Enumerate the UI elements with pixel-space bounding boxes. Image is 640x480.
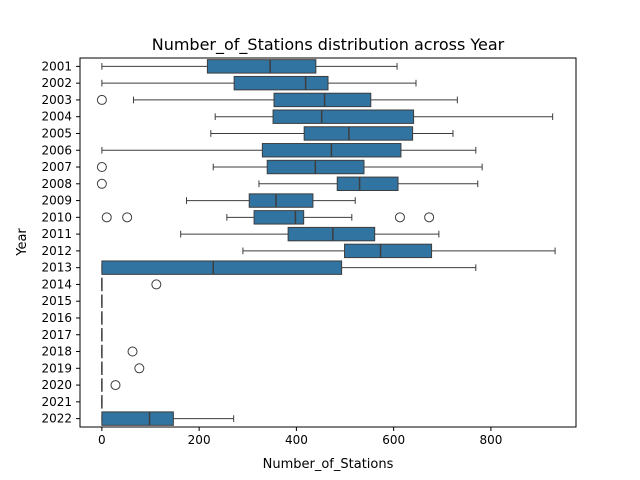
box-2022	[101, 411, 235, 426]
iqr-box-2002	[233, 75, 329, 91]
iqr-box-2001	[206, 59, 317, 74]
y-tick-label-2001: 2001	[41, 59, 72, 73]
y-tick-label-2002: 2002	[41, 76, 72, 90]
y-tick-label-2013: 2013	[41, 261, 72, 275]
plot-frame	[79, 57, 577, 428]
box-2012	[242, 243, 556, 259]
outlier-2010-1	[122, 212, 133, 223]
box-2007	[96, 159, 483, 175]
box-2001	[101, 59, 398, 74]
outlier-2014-0	[151, 279, 162, 290]
box-2005	[210, 126, 454, 141]
y-tick-label-2021: 2021	[41, 395, 72, 409]
y-tick-label-2008: 2008	[41, 177, 72, 191]
box-2011	[180, 226, 440, 242]
y-tick-label-2016: 2016	[41, 311, 72, 325]
box-2014	[101, 277, 162, 292]
outlier-2010-3	[424, 212, 435, 223]
outlier-2010-2	[394, 212, 405, 223]
x-tick-label-800: 800	[479, 433, 502, 447]
box-2013	[101, 260, 477, 275]
box-2018	[101, 344, 138, 359]
outlier-2003-0	[96, 94, 107, 105]
y-tick-label-2009: 2009	[41, 194, 72, 208]
box-2020	[101, 378, 121, 392]
iqr-box-2009	[248, 193, 314, 208]
x-tick-label-200: 200	[188, 433, 211, 447]
y-tick-label-2006: 2006	[41, 143, 72, 157]
x-tick-label-400: 400	[285, 433, 308, 447]
iqr-box-2012	[344, 243, 433, 259]
box-2002	[101, 75, 417, 91]
outlier-2008-0	[96, 178, 107, 189]
y-tick-label-2022: 2022	[41, 412, 72, 426]
iqr-box-2003	[273, 92, 372, 108]
y-tick-label-2005: 2005	[41, 126, 72, 140]
y-tick-label-2020: 2020	[41, 378, 72, 392]
x-axis: 0 200 400 600 800	[98, 427, 502, 447]
box-2009	[185, 193, 356, 208]
outlier-2018-0	[127, 346, 138, 357]
outlier-2020-0	[110, 380, 121, 391]
iqr-box-2005	[303, 126, 414, 141]
iqr-box-2011	[287, 226, 376, 242]
outlier-2007-0	[96, 162, 107, 173]
plot-area	[96, 59, 556, 426]
y-axis: 2001 2002 2003 2004 2005 2006 2007 2008 2009 2010…	[41, 59, 80, 426]
chart-title: Number_of_Stations distribution across Y…	[152, 35, 505, 55]
box-2006	[101, 143, 477, 158]
y-tick-label-2015: 2015	[41, 294, 72, 308]
iqr-box-2010	[253, 210, 305, 225]
box-2008	[96, 176, 479, 192]
x-tick-label-600: 600	[382, 433, 405, 447]
y-axis-label: Year	[15, 228, 30, 257]
x-axis-label: Number_of_Stations	[263, 457, 394, 472]
box-2004	[214, 109, 554, 124]
iqr-box-2008	[336, 176, 399, 192]
y-tick-label-2007: 2007	[41, 160, 72, 174]
y-tick-label-2018: 2018	[41, 345, 72, 359]
box-2010	[101, 210, 435, 225]
y-tick-label-2012: 2012	[41, 244, 72, 258]
y-tick-label-2011: 2011	[41, 227, 72, 241]
y-tick-label-2010: 2010	[41, 210, 72, 224]
y-tick-label-2004: 2004	[41, 110, 72, 124]
outlier-2010-0	[101, 212, 112, 223]
y-tick-label-2019: 2019	[41, 361, 72, 375]
box-2019	[101, 361, 145, 376]
y-tick-label-2014: 2014	[41, 277, 72, 291]
iqr-box-2013	[101, 260, 343, 275]
iqr-box-2022	[101, 411, 174, 426]
x-tick-label-0: 0	[98, 433, 106, 447]
y-tick-label-2017: 2017	[41, 328, 72, 342]
box-2003	[96, 92, 458, 108]
outlier-2019-0	[134, 363, 145, 374]
y-tick-label-2003: 2003	[41, 93, 72, 107]
iqr-box-2004	[272, 109, 415, 124]
